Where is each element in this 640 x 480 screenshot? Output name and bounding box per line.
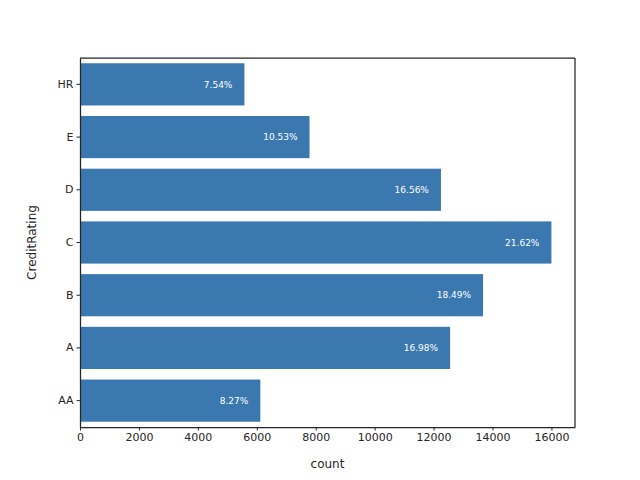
x-tick-label: 12000 — [417, 431, 452, 444]
x-tick-label: 8000 — [302, 431, 330, 444]
bar — [80, 221, 551, 263]
y-tick-mark — [77, 84, 81, 85]
y-axis-line — [80, 59, 81, 428]
bar — [80, 63, 244, 105]
x-tick-mark — [493, 427, 494, 431]
bar — [80, 116, 310, 158]
x-axis-line — [81, 427, 576, 428]
y-tick-label: AA — [58, 394, 74, 407]
x-tick-label: 6000 — [243, 431, 271, 444]
x-tick-mark — [551, 427, 552, 431]
y-tick-mark — [77, 347, 81, 348]
x-tick: 10000 — [358, 427, 393, 444]
x-axis: 0 2000 4000 6000 8000 10000 12000 14000 16000 — [77, 427, 576, 444]
x-tick-mark — [316, 427, 317, 431]
x-tick: 12000 — [417, 427, 452, 444]
x-axis-title: count — [311, 457, 345, 471]
y-tick-label: B — [66, 289, 74, 302]
bar — [80, 380, 260, 422]
bar-label: 16.56% — [395, 185, 430, 195]
x-tick-label: 4000 — [184, 431, 212, 444]
y-tick: C — [66, 236, 80, 249]
y-tick-label: D — [65, 183, 73, 196]
x-tick: 6000 — [243, 427, 271, 444]
x-tick-mark — [139, 427, 140, 431]
chart: 7.54% 10.53% 16.56% 21.62% 18.49% 16.98% 8.27%… — [0, 0, 640, 480]
x-tick-label: 14000 — [476, 431, 511, 444]
x-tick-mark — [375, 427, 376, 431]
x-tick: 16000 — [534, 427, 569, 444]
x-tick-mark — [434, 427, 435, 431]
bar-label: 10.53% — [263, 132, 298, 142]
y-tick-mark — [77, 242, 81, 243]
x-tick-label: 2000 — [125, 431, 153, 444]
bars — [80, 63, 551, 421]
y-tick-mark — [77, 137, 81, 138]
x-tick-label: 0 — [77, 431, 84, 444]
y-tick-label: A — [66, 341, 74, 354]
y-tick: HR — [58, 78, 80, 91]
bar-label: 16.98% — [404, 343, 439, 353]
frame-top — [80, 57, 575, 58]
x-tick-label: 10000 — [358, 431, 393, 444]
x-tick-mark — [198, 427, 199, 431]
y-tick: D — [65, 183, 80, 196]
x-tick: 2000 — [125, 427, 153, 444]
bar-label: 21.62% — [505, 238, 540, 248]
bar-label: 7.54% — [204, 80, 233, 90]
y-tick: E — [67, 131, 80, 144]
bar — [80, 274, 483, 316]
y-tick: B — [66, 289, 80, 302]
y-tick-mark — [77, 295, 81, 296]
bar — [80, 169, 441, 211]
y-tick-label: HR — [58, 78, 74, 91]
plot: 7.54% 10.53% 16.56% 21.62% 18.49% 16.98% 8.27%… — [58, 58, 576, 444]
x-tick: 0 — [77, 427, 84, 444]
x-tick-mark — [80, 427, 81, 431]
x-tick: 14000 — [476, 427, 511, 444]
y-tick-mark — [77, 189, 81, 190]
x-tick: 8000 — [302, 427, 330, 444]
bar — [80, 327, 450, 369]
bar-labels: 7.54% 10.53% 16.56% 21.62% 18.49% 16.98% 8.27% — [204, 80, 540, 406]
y-axis-title: CreditRating — [25, 205, 39, 280]
x-tick: 4000 — [184, 427, 212, 444]
y-axis: HREDCBAAA — [58, 59, 81, 428]
y-tick-label: C — [66, 236, 74, 249]
bar-label: 18.49% — [437, 290, 472, 300]
bar-label: 8.27% — [220, 396, 249, 406]
x-tick-mark — [257, 427, 258, 431]
y-tick: AA — [58, 394, 80, 407]
y-tick: A — [66, 341, 80, 354]
y-tick-mark — [77, 400, 81, 401]
x-tick-label: 16000 — [534, 431, 569, 444]
frame-right — [574, 58, 575, 427]
y-tick-label: E — [67, 131, 74, 144]
